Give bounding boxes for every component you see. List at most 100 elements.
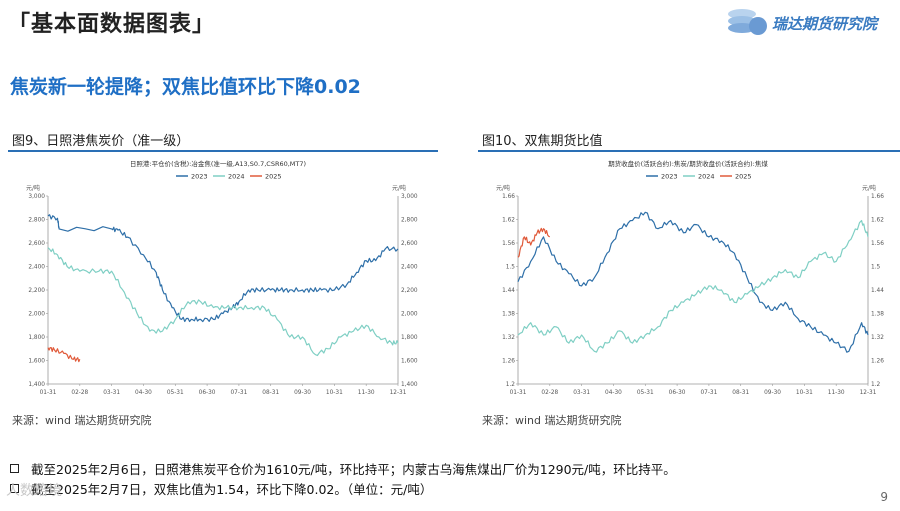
y-tick-label-left: 1.2 [506,382,516,388]
company-logo: 瑞达期货研究院 [720,4,895,40]
y-tick-label-right: 1.44 [871,288,884,294]
figure-10-source: 来源：wind 瑞达期货研究院 [482,414,622,427]
y-tick-label-right: 1.66 [871,194,884,200]
series-line-2024 [47,247,399,357]
y-tick-label-left: 2,600 [28,241,45,247]
y-tick-label-left: 1.56 [502,241,515,247]
unit-right: 元/吨 [392,184,406,192]
chart-legend-title: 日照港:平仓价(含税):冶金焦(准一级,A13,S0.7,CSR60,MT7) [130,159,306,168]
x-tick-label: 06-30 [669,390,686,396]
unit-left: 元/吨 [496,184,510,192]
x-tick-label: 10-31 [326,390,343,396]
bullet-text: 截至2025年2月7日，双焦比值为1.54，环比下降0.02。（单位：元/吨） [31,481,433,497]
series-line-2025 [47,347,81,363]
series-line-2024 [517,219,869,353]
y-tick-label-right: 1,600 [401,359,418,365]
y-tick-label-left: 3,000 [28,194,45,200]
legend-2025: 2025 [735,173,752,181]
bullet-item: 截至2025年2月6日，日照港焦炭平仓价为1610元/吨，环比持平；内蒙古乌海焦… [10,458,676,478]
y-tick-label-left: 1.5 [506,265,516,271]
x-tick-label: 07-31 [700,390,717,396]
x-tick-label: 04-30 [135,390,152,396]
x-tick-label: 03-31 [103,390,120,396]
coke-coal-ratio-chart: 期货收盘价(活跃合约):焦炭/期货收盘价(活跃合约):焦煤 2023 2024 … [496,159,884,396]
unit-left: 元/吨 [26,184,40,192]
x-tick-label: 02-28 [71,390,88,396]
y-tick-label-right: 1,400 [401,382,418,388]
y-tick-label-right: 1.56 [871,241,884,247]
summary-bullets: 截至2025年2月6日，日照港焦炭平仓价为1610元/吨，环比持平；内蒙古乌海焦… [10,458,676,498]
x-tick-label: 09-30 [764,390,781,396]
square-bullet-icon [10,463,19,473]
x-tick-label: 09-30 [294,390,311,396]
y-tick-label-left: 1.32 [502,335,515,341]
page-title: 「基本面数据图表」 [8,12,216,37]
figure-9-caption: 图9、日照港焦炭价（准一级） [12,134,190,149]
y-tick-label-right: 2,800 [401,218,418,224]
figure-9-header: 图9、日照港焦炭价（准一级） [8,120,438,152]
chart-legend-title: 期货收盘价(活跃合约):焦炭/期货收盘价(活跃合约):焦煤 [608,159,768,168]
logo-text: 瑞达期货研究院 [772,15,878,33]
x-tick-label: 11-30 [828,390,845,396]
y-tick-label-left: 1.66 [502,194,515,200]
x-tick-label: 02-28 [541,390,558,396]
coke-price-chart: 日照港:平仓价(含税):冶金焦(准一级,A13,S0.7,CSR60,MT7) … [26,159,418,396]
page-number: 9 [880,490,888,504]
y-tick-label-left: 2,000 [28,312,45,318]
legend-2023: 2023 [191,173,208,181]
x-tick-label: 06-30 [199,390,216,396]
y-tick-label-left: 1.62 [502,218,515,224]
y-tick-label-right: 1.26 [871,359,884,365]
y-tick-label-right: 2,600 [401,241,418,247]
x-tick-label: 07-31 [230,390,247,396]
legend-2023: 2023 [661,173,678,181]
y-tick-label-left: 2,200 [28,288,45,294]
x-tick-label: 08-31 [262,390,279,396]
x-tick-label: 12-31 [860,390,877,396]
square-bullet-icon [10,483,19,493]
bullet-item: 截至2025年2月7日，双焦比值为1.54，环比下降0.02。（单位：元/吨） [10,478,676,498]
x-tick-label: 01-31 [40,390,57,396]
y-tick-label-right: 1,800 [401,335,418,341]
x-tick-label: 04-30 [605,390,622,396]
y-tick-label-left: 2,400 [28,265,45,271]
y-tick-label-right: 3,000 [401,194,418,200]
series-line-2025 [517,227,551,258]
y-tick-label-left: 1.38 [502,312,515,318]
watermark: 人数培境 [6,483,62,499]
y-tick-label-right: 2,000 [401,312,418,318]
series-line-2023 [517,211,869,353]
y-tick-label-left: 1,400 [28,382,45,388]
chart-legend: 2023 2024 2025 [176,173,282,181]
y-tick-label-right: 1.5 [871,265,881,271]
y-tick-label-right: 2,400 [401,265,418,271]
y-tick-label-left: 1.26 [502,359,515,365]
legend-2024: 2024 [228,173,245,181]
figure-10-caption: 图10、双焦期货比值 [482,134,603,149]
bullet-text: 截至2025年2月6日，日照港焦炭平仓价为1610元/吨，环比持平；内蒙古乌海焦… [31,461,676,477]
y-tick-label-right: 2,200 [401,288,418,294]
y-tick-label-left: 1.44 [502,288,515,294]
figure-10-header: 图10、双焦期货比值 [478,120,900,152]
x-tick-label: 10-31 [796,390,813,396]
x-tick-label: 08-31 [732,390,749,396]
page-header: 「基本面数据图表」 瑞达期货研究院 [0,0,900,48]
y-tick-label-right: 1.62 [871,218,884,224]
legend-2024: 2024 [698,173,715,181]
x-tick-label: 12-31 [390,390,407,396]
legend-2025: 2025 [265,173,282,181]
x-tick-label: 05-31 [637,390,654,396]
x-tick-label: 11-30 [358,390,375,396]
y-tick-label-right: 1.32 [871,335,884,341]
coin-stack-icon [728,9,767,35]
section-subtitle: 焦炭新一轮提降；双焦比值环比下降0.02 [10,76,361,98]
chart-legend: 2023 2024 2025 [646,173,752,181]
figure-9-panel: 图9、日照港焦炭价（准一级） 日照港:平仓价(含税):冶金焦(准一级,A13,S… [8,120,438,430]
y-tick-label-left: 1,800 [28,335,45,341]
figure-10-panel: 图10、双焦期货比值 期货收盘价(活跃合约):焦炭/期货收盘价(活跃合约):焦煤… [478,120,900,430]
y-tick-label-left: 2,800 [28,218,45,224]
figure-9-source: 来源：wind 瑞达期货研究院 [12,414,152,427]
y-tick-label-right: 1.38 [871,312,884,318]
x-tick-label: 01-31 [510,390,527,396]
x-tick-label: 05-31 [167,390,184,396]
